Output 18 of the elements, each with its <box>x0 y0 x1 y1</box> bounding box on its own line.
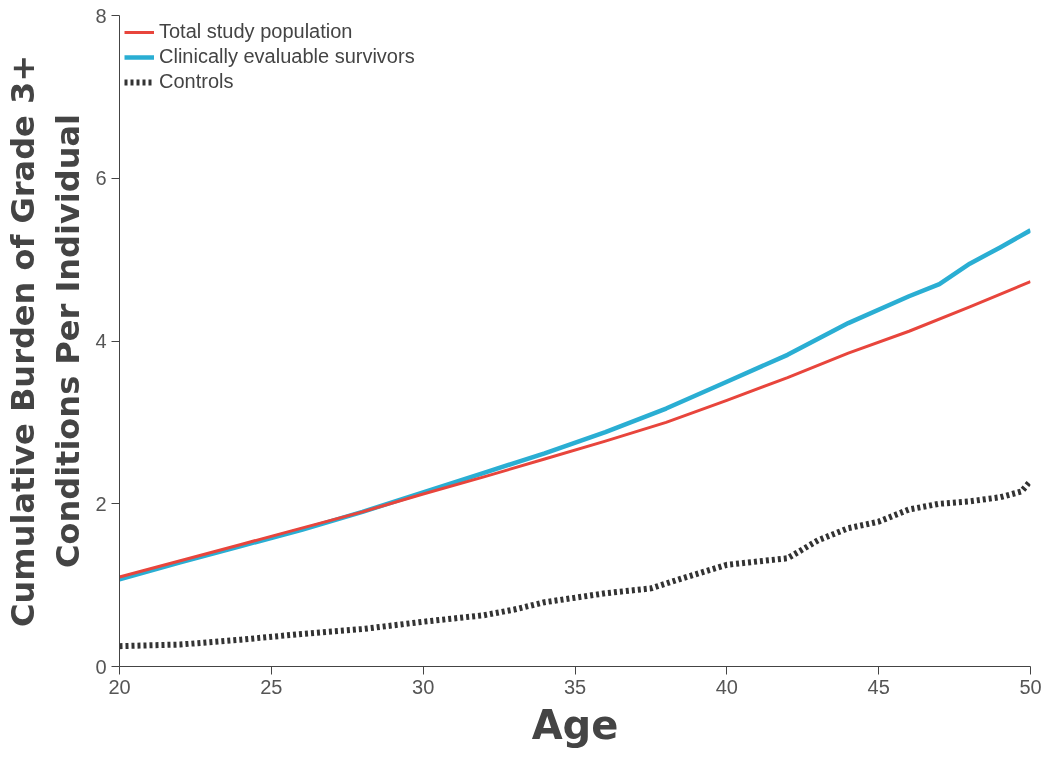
x-tick-label: 20 <box>108 675 131 698</box>
x-axis-title: Age <box>531 701 619 748</box>
y-tick-label: 8 <box>95 4 107 27</box>
legend-label: Controls <box>159 70 234 93</box>
x-tick-label: 30 <box>412 675 435 698</box>
legend-label: Total study population <box>159 20 353 43</box>
y-tick-label: 2 <box>95 492 107 515</box>
y-axis-title: Cumulative Burden of Grade 3+ Conditions Per Individual <box>3 55 88 627</box>
y-tick-label: 6 <box>95 167 107 190</box>
legend-label: Clinically evaluable survivors <box>159 45 415 68</box>
line-series <box>119 280 1031 579</box>
x-tick-label: 50 <box>1019 675 1042 698</box>
x-tick-label: 45 <box>867 675 890 698</box>
x-tick-label: 35 <box>563 675 587 698</box>
y-tick-label: 4 <box>95 330 107 352</box>
x-tick-label: 40 <box>715 675 738 698</box>
y-tick-label: 0 <box>95 655 107 678</box>
x-tick-label: 25 <box>260 675 283 698</box>
